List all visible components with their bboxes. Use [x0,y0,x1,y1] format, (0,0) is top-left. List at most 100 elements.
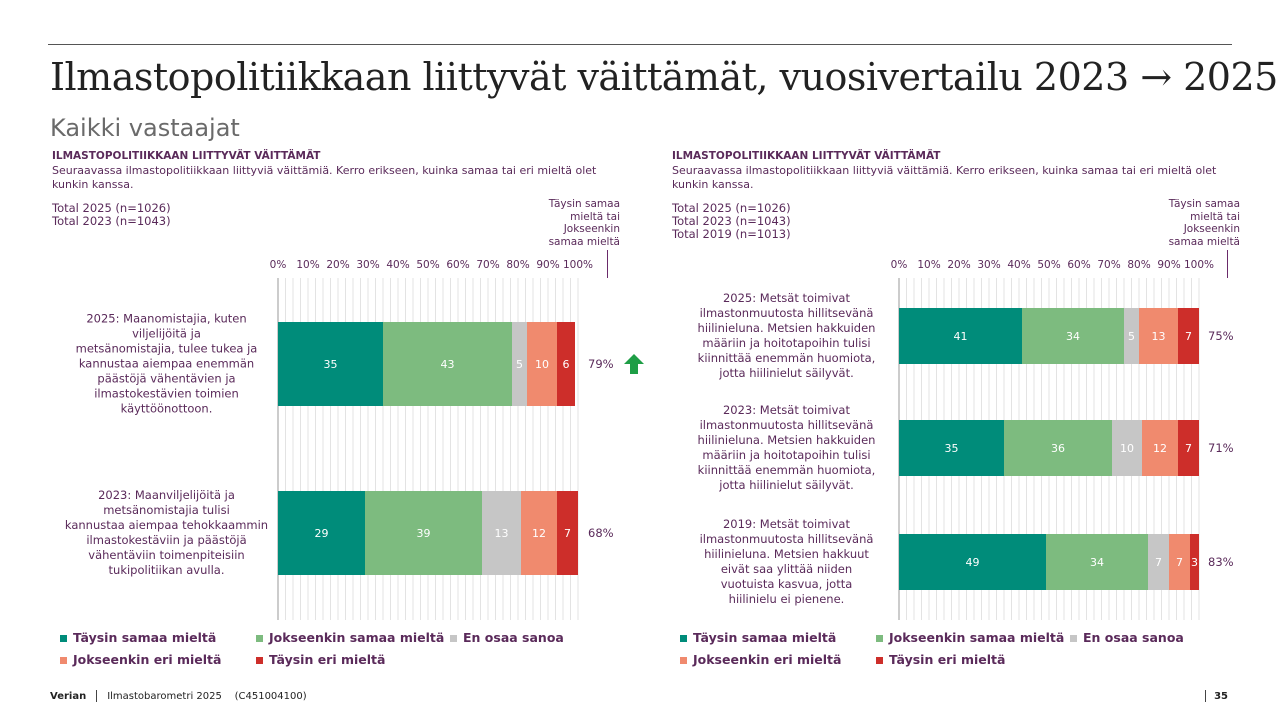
question-heading: ILMASTOPOLITIIKKAAN LIITTYVÄT VÄITTÄMÄT [52,150,321,162]
x-tick-label: 60% [446,259,469,271]
bar-segment [557,322,575,406]
bar-segment [527,322,557,406]
x-tick-label: 50% [416,259,439,271]
net-value-label: 79% [588,357,614,371]
data-label: 5 [516,358,523,371]
legend-item: Täysin eri mieltä [876,652,1005,667]
x-tick-label: 90% [1157,259,1180,271]
legend-swatch [256,657,263,664]
bar-segment [1169,534,1190,590]
data-label: 10 [535,358,549,371]
x-tick-label: 20% [326,259,349,271]
data-label: 39 [417,527,431,540]
top-rule [48,44,1232,45]
footer-divider [96,690,98,702]
bar-segment [1124,308,1139,364]
data-label: 12 [532,527,546,540]
bar-segment [1022,308,1124,364]
data-label: 6 [563,358,570,371]
legend-swatch [450,635,457,642]
legend-item: Täysin samaa mieltä [680,630,836,645]
page-number: 35 [1205,690,1228,702]
data-label: 13 [495,527,509,540]
data-label: 7 [1155,556,1162,569]
x-tick-label: 80% [1127,259,1150,271]
legend-item: En osaa sanoa [1070,630,1184,645]
sample-totals: Total 2025 (n=1026) Total 2023 (n=1043) [52,202,171,228]
data-label: 5 [1128,330,1135,343]
total-line: Total 2019 (n=1013) [672,227,791,241]
bar-segment [1148,534,1169,590]
data-label: 7 [564,527,571,540]
x-tick-label: 100% [1184,259,1214,271]
legend-item: Jokseenkin samaa mieltä [876,630,1064,645]
net-column-heading: Täysin samaa mieltä tai Jokseenkin samaa… [548,198,620,248]
category-label: 2023: Metsät toimivat ilmastonmuutosta hi… [698,403,876,492]
bar-segment [1142,420,1178,476]
net-value-label: 83% [1208,555,1234,569]
x-tick-label: 90% [536,259,559,271]
legend-item: En osaa sanoa [450,630,564,645]
legend-item: Jokseenkin samaa mieltä [256,630,444,645]
net-column-heading: Täysin samaa mieltä tai Jokseenkin samaa… [1168,198,1240,248]
data-label: 36 [1051,442,1065,455]
legend-item: Täysin eri mieltä [256,652,385,667]
data-label: 3 [1191,556,1198,569]
x-tick-label: 0% [891,259,908,271]
question-text: Seuraavassa ilmastopolitiikkaan liittyvi… [52,164,597,191]
legend-item: Täysin samaa mieltä [60,630,216,645]
data-label: 35 [324,358,338,371]
bar-segment [899,534,1046,590]
bar-segment [512,322,527,406]
legend-swatch [680,657,687,664]
x-tick-label: 60% [1067,259,1090,271]
bar-segment [278,491,365,575]
data-label: 7 [1176,556,1183,569]
data-label: 49 [966,556,980,569]
data-label: 29 [315,527,329,540]
x-tick-label: 40% [386,259,409,271]
data-label: 13 [1152,330,1166,343]
footer: Verian Ilmastobarometri 2025 (C451004100) [50,690,307,702]
legend-swatch [60,657,67,664]
page-subtitle: Kaikki vastaajat [50,114,240,142]
data-label: 35 [945,442,959,455]
bar-segment [365,491,482,575]
bar-segment [899,308,1022,364]
page-title: Ilmastopolitiikkaan liittyvät väittämät,… [50,55,1278,99]
bar-segment [1046,534,1148,590]
total-line: Total 2023 (n=1043) [52,214,171,228]
stacked-bar-chart-left: 0% 10% 20% 30% 40% 50% 60% 70% 80% 90% 100% 35 43 5 10… [65,259,614,620]
legend-item: Jokseenkin eri mieltä [680,652,841,667]
question-text: Seuraavassa ilmastopolitiikkaan liittyvi… [672,164,1217,191]
data-label: 34 [1066,330,1080,343]
x-tick-label: 100% [563,259,593,271]
x-tick-label: 50% [1037,259,1060,271]
legend-swatch [680,635,687,642]
x-tick-label: 0% [270,259,287,271]
legend-swatch [876,657,883,664]
data-label: 7 [1185,330,1192,343]
x-tick-label: 80% [506,259,529,271]
chart-panel-left: ILMASTOPOLITIIKKAAN LIITTYVÄT VÄITTÄMÄT … [48,150,648,680]
net-value-label: 75% [1208,329,1234,343]
footer-code: (C451004100) [234,691,307,702]
sample-totals: Total 2025 (n=1026) Total 2023 (n=1043) … [672,202,791,241]
data-label: 12 [1153,442,1167,455]
category-label: 2019: Metsät toimivat ilmastonmuutosta hi… [700,517,874,606]
x-tick-label: 10% [917,259,940,271]
bar-segment [383,322,512,406]
x-tick-label: 40% [1007,259,1030,271]
legend-swatch [256,635,263,642]
x-tick-label: 30% [977,259,1000,271]
legend-swatch [60,635,67,642]
data-label: 41 [954,330,968,343]
data-label: 10 [1120,442,1134,455]
x-tick-label: 70% [476,259,499,271]
net-column-marker [607,250,608,278]
x-tick-label: 30% [356,259,379,271]
question-heading: ILMASTOPOLITIIKKAAN LIITTYVÄT VÄITTÄMÄT [672,150,941,162]
bar-segment [521,491,557,575]
total-line: Total 2025 (n=1026) [672,201,791,215]
stacked-bar-chart-right: 0% 10% 20% 30% 40% 50% 60% 70% 80% 90% 100% 41 34 5 13… [698,259,1234,620]
